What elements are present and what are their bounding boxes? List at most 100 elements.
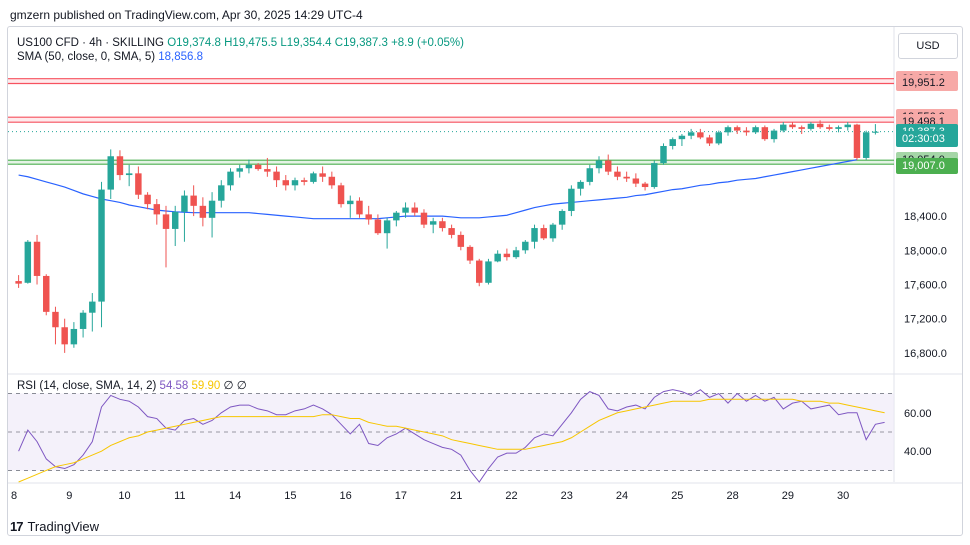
candle	[190, 185, 197, 217]
time-axis-label: 15	[284, 490, 296, 502]
currency-button[interactable]: USD	[898, 33, 958, 59]
candle	[457, 231, 465, 251]
candle-body	[291, 180, 299, 186]
candle	[236, 164, 243, 178]
candle	[780, 122, 787, 133]
close-value: C19,387.3	[334, 37, 388, 49]
candle-body	[33, 241, 41, 276]
candle	[208, 192, 216, 238]
time-axis-label: 17	[395, 490, 407, 502]
candle-body	[429, 221, 437, 225]
time-axis-label: 22	[505, 490, 517, 502]
attribution-text: gmzern published on TradingView.com, Apr…	[10, 8, 363, 22]
candle-body	[79, 312, 87, 329]
candle	[669, 137, 676, 150]
candle	[199, 197, 207, 227]
candle	[319, 166, 326, 182]
candle	[61, 318, 68, 353]
candle-body	[190, 195, 197, 206]
candle-body	[144, 194, 151, 205]
rsi-ma-value: 59.90	[191, 380, 221, 392]
sma-legend[interactable]: SMA (50, close, 0, SMA, 5) 18,856.8	[17, 51, 203, 63]
rsi-label: RSI (14, close, SMA, 14, 2)	[17, 380, 157, 392]
candle-body	[780, 124, 787, 131]
candle	[614, 166, 621, 181]
symbol-label[interactable]: US100 CFD · 4h · SKILLING	[17, 37, 164, 49]
candle	[494, 250, 501, 263]
rsi-axis-label: 60.00	[904, 408, 932, 420]
candle-body	[218, 185, 225, 201]
rsi-axis-label: 40.00	[904, 446, 932, 458]
candle-body	[770, 130, 778, 140]
candle-body	[614, 171, 621, 177]
candle-body	[862, 132, 870, 158]
candle-body	[457, 234, 465, 247]
resistance-zone-lower	[8, 117, 894, 123]
change-value: +8.9 (+0.05%)	[391, 37, 464, 49]
rsi-value: 54.58	[159, 380, 189, 392]
candle-body	[254, 164, 262, 170]
time-axis-label: 10	[118, 490, 130, 502]
time-axis-label: 28	[726, 490, 738, 502]
candle	[586, 164, 594, 186]
candle-body	[420, 212, 428, 225]
price-axis-label: 17,200.0	[904, 314, 947, 326]
candle-body	[641, 183, 649, 188]
candle-body	[365, 214, 372, 220]
candle	[107, 149, 114, 199]
candle-body	[826, 127, 833, 129]
candle-body	[125, 173, 133, 176]
candle-body	[540, 228, 547, 239]
candle	[153, 199, 161, 225]
candle-body	[374, 219, 382, 234]
candle-body	[522, 241, 529, 251]
rsi-legend[interactable]: RSI (14, close, SMA, 14, 2) 54.58 59.90 …	[17, 378, 247, 392]
candle	[512, 246, 520, 259]
candle	[687, 128, 695, 140]
candle-body	[678, 135, 686, 140]
candle	[789, 122, 796, 129]
time-axis-label: 11	[174, 490, 185, 502]
candle-body	[586, 168, 594, 182]
candle	[393, 210, 400, 227]
candle	[522, 240, 529, 254]
time-axis-label: 29	[782, 490, 794, 502]
candle-body	[752, 127, 759, 133]
candle-body	[208, 200, 216, 218]
candle	[770, 128, 778, 143]
candle	[171, 205, 179, 247]
tradingview-logo[interactable]: 17 TradingView	[10, 519, 99, 534]
candle-body	[273, 171, 280, 181]
candle-body	[632, 178, 640, 184]
candle-body	[15, 281, 22, 284]
candle-body	[816, 123, 824, 128]
candle-body	[227, 171, 234, 186]
candle	[98, 181, 105, 328]
candle-body	[476, 260, 483, 283]
candle-body	[98, 189, 105, 302]
sma-line	[18, 159, 858, 220]
candle-body	[549, 224, 557, 239]
candle-body	[789, 124, 796, 128]
candle	[706, 134, 713, 146]
price-axis-label: 16,800.0	[904, 348, 947, 360]
candle	[300, 177, 308, 186]
candle	[678, 134, 686, 146]
candle	[807, 122, 815, 131]
candle	[43, 274, 50, 316]
candle	[218, 180, 225, 208]
candle	[697, 128, 704, 140]
candle-body	[660, 145, 667, 164]
sma-value: 18,856.8	[158, 51, 204, 63]
time-axis-label: 24	[616, 490, 628, 502]
candle-body	[199, 205, 207, 218]
candle	[24, 240, 32, 284]
candle	[15, 275, 22, 288]
candle-body	[52, 311, 59, 328]
candle	[862, 130, 870, 160]
candle-body	[116, 156, 124, 176]
candle-body	[503, 253, 511, 258]
candle-body	[651, 163, 658, 188]
candle-body	[512, 250, 520, 258]
